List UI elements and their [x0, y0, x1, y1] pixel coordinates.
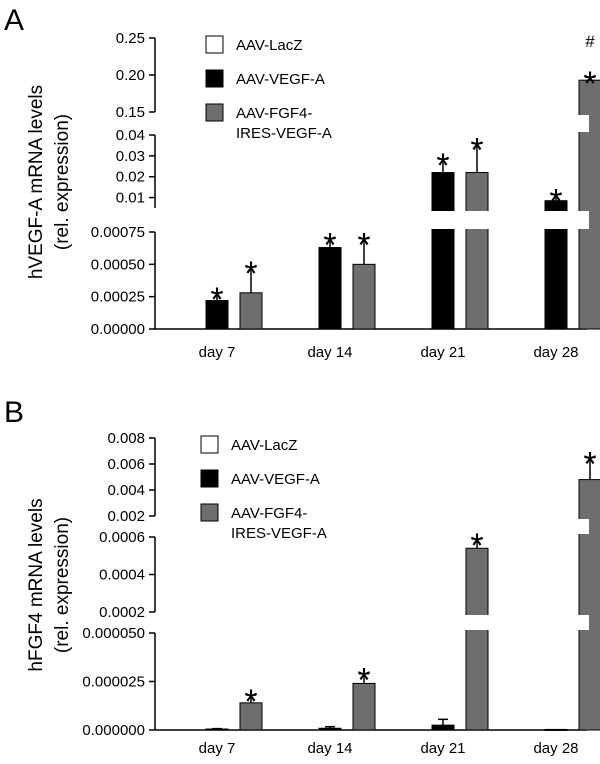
- y-tick-label: 0.000000: [82, 722, 145, 739]
- x-category-label: day 28: [533, 740, 578, 757]
- y-axis-label-line1: hFGF4 mRNA levels: [26, 498, 47, 671]
- legend-swatch: [205, 69, 224, 88]
- bar-aav-fgf4-ires-vegf-a: [465, 172, 489, 330]
- significance-star: *: [357, 226, 370, 264]
- panel-letter-b: B: [4, 396, 24, 429]
- significance-star: *: [323, 226, 336, 264]
- y-tick-label: 0.01: [116, 190, 145, 207]
- y-tick-label: 0.20: [116, 67, 145, 84]
- x-category-label: day 14: [307, 740, 352, 757]
- significance-hash: #: [585, 32, 595, 51]
- x-category-label: day 21: [420, 344, 465, 361]
- x-category-label: day 28: [533, 344, 578, 361]
- bar-aav-vegf-a: [431, 724, 455, 731]
- bar-aav-fgf4-ires-vegf-a: [578, 479, 600, 731]
- bar-aav-fgf4-ires-vegf-a: [465, 547, 489, 731]
- legend-label: AAV-LacZ: [236, 37, 302, 54]
- significance-star: *: [583, 446, 596, 484]
- panel-letter-a: A: [4, 4, 24, 37]
- y-tick-label: 0.00025: [91, 289, 145, 306]
- y-tick-label: 0.25: [116, 30, 145, 47]
- bar-aav-vegf-a: [544, 728, 568, 731]
- x-category-label: day 7: [199, 740, 236, 757]
- y-tick-label: 0.0006: [99, 529, 145, 546]
- significance-star: *: [583, 65, 596, 103]
- legend-label: AAV-FGF4-: [236, 105, 312, 122]
- significance-star: *: [436, 147, 449, 185]
- panel-a-chart: hVEGF-A mRNA levels (rel. expression) 0.00…: [26, 30, 600, 361]
- significance-star: *: [549, 182, 562, 220]
- significance-star: *: [470, 131, 483, 169]
- legend-label: IRES-VEGF-A: [231, 525, 327, 542]
- legend-swatch: [200, 469, 219, 488]
- x-category-label: day 14: [307, 344, 352, 361]
- y-axis-label-line1: hVEGF-A mRNA levels: [26, 85, 47, 279]
- y-tick-label: 0.0002: [99, 604, 145, 621]
- axis-break: [153, 615, 589, 630]
- legend-swatch: [205, 35, 224, 54]
- legend-swatch: [200, 503, 219, 522]
- y-tick-label: 0.000050: [82, 625, 145, 642]
- y-tick-label: 0.00000: [91, 321, 145, 338]
- y-tick-label: 0.02: [116, 169, 145, 186]
- legend-label: IRES-VEGF-A: [236, 125, 332, 142]
- y-tick-label: 0.15: [116, 104, 145, 121]
- y-tick-label: 0.00075: [91, 224, 145, 241]
- bar-aav-vegf-a: [431, 172, 455, 330]
- y-axis-label-line2: (rel. expression): [52, 517, 73, 653]
- axis-break: [153, 211, 589, 229]
- bar-aav-vegf-a: [318, 727, 342, 731]
- significance-star: *: [357, 662, 370, 700]
- legend-swatch: [205, 103, 224, 122]
- y-tick-label: 0.04: [116, 127, 145, 144]
- axis-break: [153, 519, 589, 534]
- bar-aav-fgf4-ires-vegf-a: [352, 263, 376, 330]
- bar-aav-fgf4-ires-vegf-a: [239, 292, 263, 330]
- y-tick-label: 0.004: [107, 482, 145, 499]
- y-tick-label: 0.0004: [99, 567, 145, 584]
- legend-label: AAV-LacZ: [231, 437, 297, 454]
- legend-label: AAV-FGF4-: [231, 505, 307, 522]
- legend-label: AAV-VEGF-A: [236, 71, 325, 88]
- y-tick-label: 0.000025: [82, 674, 145, 691]
- legend-swatch: [200, 435, 219, 454]
- y-tick-label: 0.006: [107, 456, 145, 473]
- x-category-label: day 21: [420, 740, 465, 757]
- y-tick-label: 0.03: [116, 148, 145, 165]
- y-axis-label-line2: (rel. expression): [52, 114, 73, 250]
- significance-star: *: [470, 527, 483, 565]
- legend-label: AAV-VEGF-A: [231, 471, 320, 488]
- axis-break: [153, 115, 589, 132]
- x-category-label: day 7: [199, 344, 236, 361]
- significance-star: *: [210, 281, 223, 319]
- significance-star: *: [244, 255, 257, 293]
- y-tick-label: 0.00050: [91, 256, 145, 273]
- significance-star: *: [244, 683, 257, 721]
- y-tick-label: 0.008: [107, 430, 145, 447]
- y-tick-label: 0.002: [107, 508, 145, 525]
- panel-b-chart: hFGF4 mRNA levels (rel. expression) 0.0000…: [26, 430, 600, 757]
